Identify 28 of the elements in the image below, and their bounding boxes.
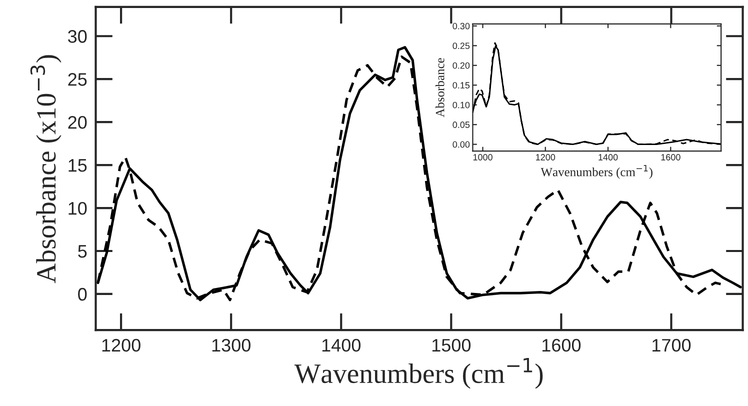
x-axis-title: Wavenumbers (cm$^{−1}$) — [294, 358, 543, 389]
y-tick-label: 20 — [68, 116, 87, 129]
y-tick-label: 30 — [68, 30, 87, 43]
y-tick-label: 0.00 — [452, 141, 470, 148]
x-tick-label: 1500 — [432, 338, 471, 352]
x-tick-label: 1300 — [212, 338, 250, 352]
y-axis-title: Absorbance (x10$^{−3}$) — [30, 55, 62, 284]
x-tick-label: 1200 — [102, 338, 140, 352]
x-tick-label: 1700 — [652, 338, 691, 352]
x-tick-label: 1200 — [536, 154, 556, 160]
y-tick-label: 0.15 — [452, 82, 470, 88]
y-tick-label: 0.30 — [452, 22, 470, 30]
y-tick-label: 0 — [78, 288, 87, 301]
y-tick-label: 5 — [78, 245, 87, 258]
y-tick-label: 25 — [68, 73, 87, 86]
y-tick-label: 0.10 — [452, 102, 470, 108]
y-tick-label: 0.20 — [452, 62, 470, 69]
y-tick-label: 0.05 — [452, 122, 470, 128]
y-axis-title: Absorbance — [436, 58, 444, 118]
x-tick-label: 1000 — [473, 154, 492, 160]
x-tick-label: 1400 — [322, 338, 361, 352]
x-axis-title: Wavenumbers (cm$^{−1}$) — [540, 165, 652, 179]
x-tick-label: 1400 — [598, 154, 618, 160]
y-tick-label: 15 — [68, 159, 87, 172]
x-tick-label: 1600 — [542, 338, 581, 352]
x-tick-label: 1600 — [661, 154, 680, 160]
y-tick-label: 10 — [68, 202, 87, 215]
y-tick-label: 0.25 — [452, 42, 470, 50]
